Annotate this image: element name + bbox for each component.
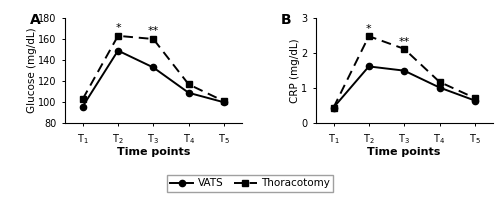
Y-axis label: CRP (mg/dL): CRP (mg/dL)	[290, 38, 300, 103]
Text: **: **	[148, 26, 159, 36]
Text: **: **	[398, 37, 410, 47]
Y-axis label: Glucose (mg/dL): Glucose (mg/dL)	[27, 28, 37, 113]
Text: B: B	[280, 13, 291, 27]
Text: *: *	[115, 23, 121, 33]
X-axis label: Time points: Time points	[368, 147, 441, 157]
Legend: VATS, Thoracotomy: VATS, Thoracotomy	[167, 175, 333, 192]
X-axis label: Time points: Time points	[116, 147, 190, 157]
Text: A: A	[30, 13, 40, 27]
Text: *: *	[366, 24, 372, 34]
